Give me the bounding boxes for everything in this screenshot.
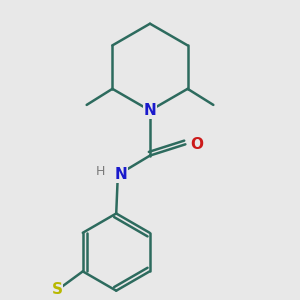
Text: N: N [115,167,128,182]
Text: S: S [52,282,63,297]
Text: N: N [144,103,156,118]
Text: O: O [190,137,203,152]
Text: H: H [95,165,105,178]
